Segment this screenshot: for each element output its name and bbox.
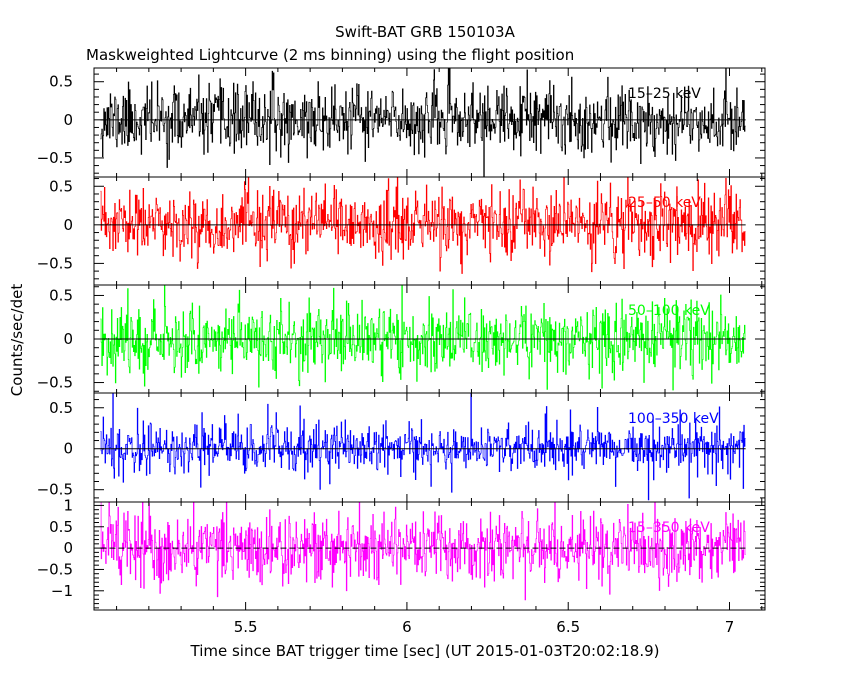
y-tick-label: 0.5 — [49, 286, 73, 304]
panel-15-25-kev: 15–25 keV −0.5 0 0.5 — [37, 67, 766, 178]
x-tick-label: 6.5 — [556, 618, 580, 636]
lightcurve-series — [100, 501, 746, 601]
chart-title: Swift-BAT GRB 150103A — [335, 23, 515, 41]
panel-15-350-kev: 15–350 keV −1 −0.5 0 0.5 1 — [37, 496, 766, 611]
panel-25-50-kev: 25–50 keV −0.5 0 0.5 — [37, 176, 766, 286]
y-tick-label: −0.5 — [37, 560, 73, 578]
lightcurve-series — [100, 67, 746, 178]
band-label: 50–100 keV — [628, 303, 710, 319]
y-tick-label: −0.5 — [37, 374, 73, 392]
x-tick-label: 7 — [725, 618, 735, 636]
panel-100-350-kev: 100–350 keV −0.5 0 0.5 — [37, 392, 766, 503]
panel-stack: 15–25 keV−0.500.525–50 keV−0.500.550–100… — [37, 67, 766, 636]
band-label: 15–25 keV — [628, 86, 701, 102]
panel-frame — [93, 501, 766, 611]
y-tick-label: 0.5 — [49, 73, 73, 91]
band-label: 25–50 keV — [628, 195, 701, 211]
y-tick-label: 0 — [63, 539, 73, 557]
y-tick-label: −0.5 — [37, 254, 73, 272]
lightcurve-series — [100, 284, 746, 391]
y-tick-label: 0.5 — [49, 518, 73, 536]
chart-subtitle: Maskweighted Lightcurve (2 ms binning) u… — [86, 46, 574, 64]
y-axis-label: Counts/sec/det — [8, 284, 26, 397]
lightcurve-series — [100, 176, 746, 274]
y-tick-label: −0.5 — [37, 481, 73, 499]
y-tick-label: 0 — [63, 330, 73, 348]
y-tick-label: 0.5 — [49, 177, 73, 195]
y-tick-label: 0.5 — [49, 399, 73, 417]
band-label: 100–350 keV — [628, 411, 719, 427]
y-tick-label: 0 — [63, 111, 73, 129]
y-tick-label: 0 — [63, 440, 73, 458]
x-tick-label: 6 — [402, 618, 412, 636]
panel-50-100-kev: 50–100 keV −0.5 0 0.5 — [37, 284, 766, 394]
lightcurve-series — [100, 392, 746, 501]
x-axis-label: Time since BAT trigger time [sec] (UT 20… — [190, 642, 660, 660]
band-label: 15–350 keV — [628, 520, 710, 536]
x-tick-label: 5.5 — [234, 618, 258, 636]
y-tick-label: 1 — [63, 496, 73, 514]
y-tick-label: −1 — [51, 582, 73, 600]
y-tick-label: −0.5 — [37, 149, 73, 167]
y-tick-label: 0 — [63, 216, 73, 234]
